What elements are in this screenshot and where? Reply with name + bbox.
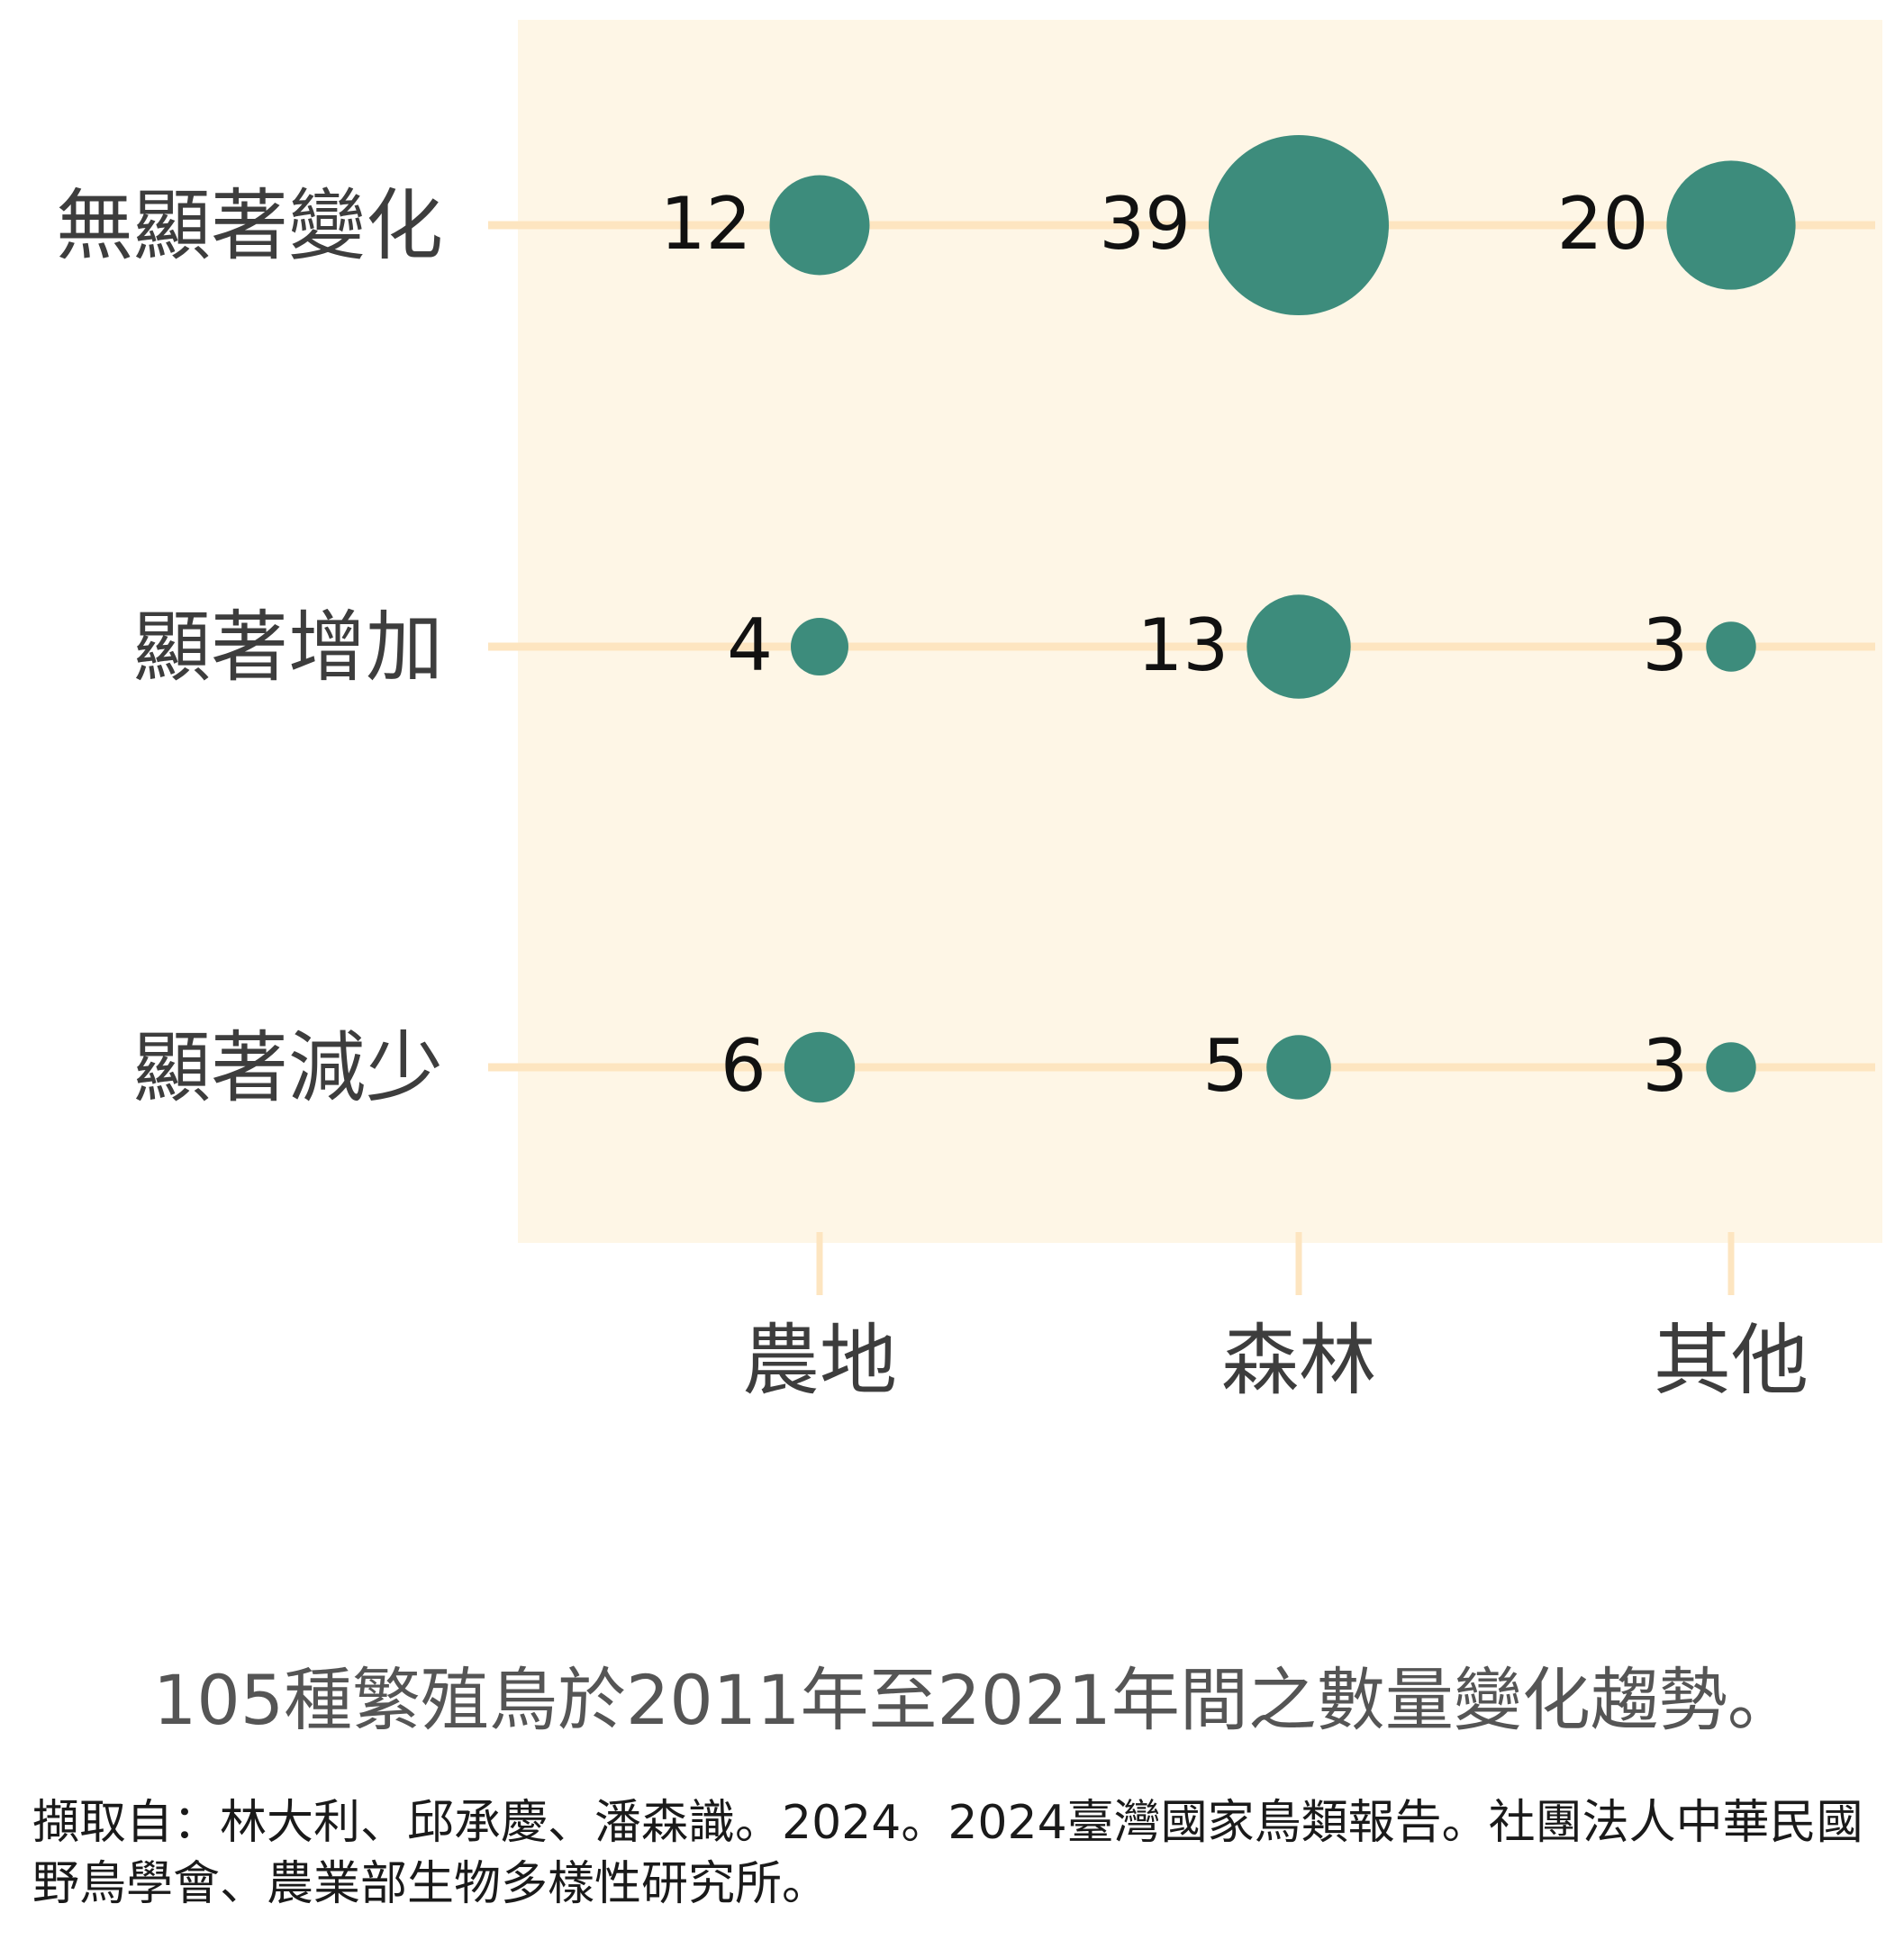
data-label: 39 [1099, 182, 1191, 266]
column-label: 農地 [742, 1316, 897, 1406]
bubble-point [1247, 594, 1350, 698]
bubble-point [784, 1032, 855, 1102]
row-label: 顯著減少 [133, 1023, 443, 1113]
bubble-point [1706, 621, 1755, 671]
data-label: 6 [721, 1024, 766, 1108]
bubble-point [1209, 135, 1389, 315]
row-label: 顯著增加 [133, 603, 443, 693]
data-label: 3 [1642, 603, 1688, 687]
data-label: 13 [1137, 603, 1229, 687]
data-label: 5 [1202, 1024, 1248, 1108]
bubble-point [1706, 1042, 1755, 1092]
source-citation: 擷取自：林大利、邱承慶、潘森識。2024。2024臺灣國家鳥類報告。社團法人中華… [32, 1792, 1888, 1915]
bubble-point [1666, 160, 1795, 289]
bubble-point [791, 618, 848, 675]
data-label: 20 [1557, 182, 1649, 266]
bubble-point [770, 176, 870, 276]
column-label: 森林 [1221, 1316, 1376, 1406]
column-label: 其他 [1654, 1316, 1809, 1406]
data-label: 12 [660, 182, 752, 266]
bubble-point [1266, 1035, 1331, 1100]
chart-caption: 105種繁殖鳥於2011年至2021年間之數量變化趨勢。 [153, 1655, 1891, 1745]
data-label: 3 [1642, 1024, 1688, 1108]
row-label: 無顯著變化 [56, 181, 443, 271]
data-label: 4 [727, 603, 773, 687]
